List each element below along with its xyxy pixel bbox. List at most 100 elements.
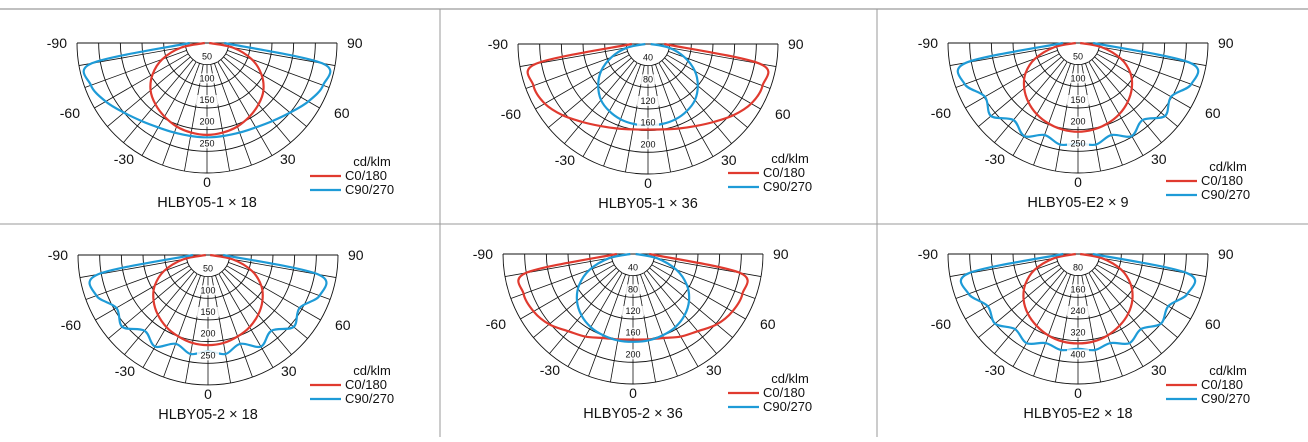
- grid-spoke: [955, 50, 1058, 88]
- angle-label-60: 60: [775, 106, 791, 122]
- ring-label: 40: [643, 53, 653, 63]
- angle-label-90: 90: [348, 247, 364, 263]
- grid-spoke: [643, 272, 699, 367]
- grid-spoke: [124, 271, 195, 355]
- ring-label: 150: [199, 95, 214, 105]
- ring-label-bg: [1067, 349, 1089, 360]
- grid-spoke: [567, 272, 623, 367]
- grid-spoke: [1094, 56, 1178, 127]
- ring-label: 250: [1070, 138, 1085, 148]
- ring-label-bg: [197, 307, 219, 317]
- ring-label-bg: [622, 327, 644, 338]
- ring-label: 320: [1070, 328, 1085, 338]
- angle-label-0: 0: [644, 175, 652, 191]
- legend-label: C90/270: [345, 182, 394, 197]
- grid-spoke: [1096, 53, 1191, 109]
- ring-label-bg: [197, 285, 219, 296]
- angle-label-30: 30: [1151, 151, 1167, 167]
- grid-spoke: [95, 265, 190, 321]
- polar-chart-1: 50 100 150 200 250 -90 90 -60 60 -30 30 0 HLBY05-1 ×…: [47, 35, 394, 211]
- ring-label-bg: [1067, 262, 1089, 273]
- series-curve-c90-270: [575, 252, 691, 343]
- angle-label-60: 60: [334, 105, 350, 121]
- ring-label-bg: [637, 74, 659, 85]
- angle-label-minus-30: -30: [540, 362, 560, 378]
- legend-unit: cd/klm: [353, 363, 391, 378]
- legend-label: C0/180: [1201, 377, 1243, 392]
- grid-spoke: [1033, 63, 1071, 166]
- ring-label: 50: [203, 264, 213, 274]
- grid-spoke: [549, 270, 620, 354]
- angle-label-minus-30: -30: [985, 362, 1005, 378]
- grid-spoke: [655, 64, 693, 167]
- grid-spoke: [84, 50, 187, 88]
- grid-spoke: [218, 273, 274, 368]
- ring-label: 200: [1070, 117, 1085, 127]
- series-curve-c0-180: [152, 253, 264, 347]
- ring-label-bg: [637, 139, 659, 150]
- polar-chart-4: 50 100 150 200 250 -90 90 -60 60 -30 30 0 HLBY05-2 ×…: [48, 247, 394, 423]
- grid-spoke: [978, 56, 1062, 127]
- angle-label-minus-60: -60: [60, 105, 80, 121]
- ring-label: 50: [1073, 52, 1083, 62]
- angle-label-30: 30: [280, 151, 296, 167]
- ring-label-bg: [622, 306, 644, 316]
- series-curve-c90-270: [959, 252, 1197, 352]
- angle-label-90: 90: [1218, 35, 1234, 51]
- grid-spoke: [225, 53, 320, 109]
- ring-label-bg: [1067, 306, 1089, 316]
- angle-label-minus-90: -90: [473, 246, 493, 262]
- legend-label: C0/180: [763, 165, 805, 180]
- grid-spoke: [1088, 61, 1144, 156]
- ring-label: 80: [643, 74, 653, 84]
- legend-label: C90/270: [1201, 391, 1250, 406]
- grid-spoke: [142, 273, 198, 368]
- angle-label-minus-90: -90: [48, 247, 68, 263]
- grid-spoke: [1098, 261, 1201, 299]
- grid-spoke: [214, 63, 252, 166]
- angle-label-minus-30: -30: [114, 151, 134, 167]
- series-curve-c0-180: [1022, 41, 1134, 133]
- angle-label-minus-90: -90: [47, 35, 67, 51]
- ring-label-bg: [1067, 138, 1089, 149]
- ring-label-bg: [1067, 51, 1089, 62]
- angle-label-90: 90: [788, 36, 804, 52]
- ring-label-bg: [622, 262, 644, 273]
- grid-spoke: [1012, 272, 1068, 367]
- grid-spoke: [224, 268, 308, 339]
- grid-spoke: [1085, 63, 1123, 166]
- ring-label: 200: [625, 349, 640, 359]
- angle-label-90: 90: [1218, 246, 1234, 262]
- ring-label-bg: [1067, 73, 1089, 84]
- grid-spoke: [640, 274, 678, 377]
- chart-title: HLBY05-2 × 36: [583, 406, 683, 422]
- ring-label-bg: [1067, 284, 1089, 295]
- ring-label: 250: [200, 350, 215, 360]
- grid-spoke: [955, 261, 1058, 299]
- grid-spoke: [649, 267, 733, 338]
- grid-spoke: [666, 54, 761, 110]
- ring-label-bg: [637, 117, 659, 128]
- ring-label: 160: [640, 118, 655, 128]
- ring-label: 120: [625, 306, 640, 316]
- legend-label: C90/270: [1201, 187, 1250, 202]
- grid-spoke: [220, 59, 291, 143]
- angle-label-minus-30: -30: [555, 152, 575, 168]
- angle-label-30: 30: [1151, 362, 1167, 378]
- polar-chart-3: 50 100 150 200 250 -90 90 -60 60 -30 30 0 HLBY05-E2 …: [918, 35, 1250, 211]
- grid-spoke: [217, 61, 273, 156]
- grid-spoke: [226, 265, 321, 321]
- legend-unit: cd/klm: [353, 154, 391, 169]
- ring-label: 50: [202, 52, 212, 62]
- angle-label-minus-30: -30: [985, 151, 1005, 167]
- chart-title: HLBY05-E2 × 9: [1027, 195, 1128, 211]
- angle-label-0: 0: [204, 386, 212, 402]
- ring-label: 400: [1070, 349, 1085, 359]
- grid-spoke: [162, 63, 200, 166]
- grid-spoke: [588, 274, 626, 377]
- chart-title: HLBY05-1 × 36: [598, 196, 698, 212]
